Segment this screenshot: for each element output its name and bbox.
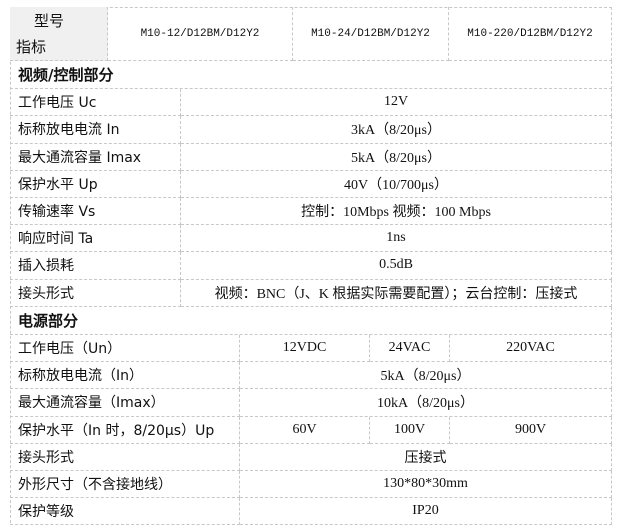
row-value: 40V（10/700μs）: [181, 170, 612, 198]
row-label: 标称放电电流（In）: [10, 362, 240, 390]
row-value: 压接式: [240, 443, 612, 471]
row-value-1: 12VDC: [240, 335, 370, 363]
row-value-1: 60V: [240, 416, 370, 444]
row-value-2: 100V: [370, 416, 450, 444]
row-label: 外形尺寸（不含接地线）: [10, 471, 240, 499]
section-title: 视频/控制部分: [10, 61, 612, 90]
row-value: 12V: [181, 89, 612, 117]
row-value: 3kA（8/20μs）: [181, 116, 612, 144]
header-model-2: M10-24/D12BM/D12Y2: [293, 7, 449, 61]
row-value-2: 24VAC: [370, 335, 450, 363]
header-model-3: M10-220/D12BM/D12Y2: [449, 7, 612, 61]
row-value: 5kA（8/20μs）: [181, 143, 612, 171]
row-label: 工作电压 Uc: [10, 89, 181, 117]
row-value: 0.5dB: [181, 252, 612, 280]
header-model-1: M10-12/D12BM/D12Y2: [108, 7, 293, 61]
row-label: 响应时间 Ta: [10, 225, 181, 253]
row-label: 保护等级: [10, 498, 240, 526]
row-label: 插入损耗: [10, 252, 181, 280]
row-value: IP20: [240, 498, 612, 526]
row-value: 视频：BNC（J、K 根据实际需要配置）；云台控制：压接式: [181, 279, 612, 307]
row-label: 保护水平 Up: [10, 170, 181, 198]
row-value: 控制：10Mbps 视频：100 Mbps: [181, 198, 612, 226]
row-value: 10kA（8/20μs）: [240, 389, 612, 417]
row-value-3: 220VAC: [450, 335, 612, 363]
row-label: 最大通流容量（Imax）: [10, 389, 240, 417]
row-label: 标称放电电流 In: [10, 116, 181, 144]
row-label: 保护水平（In 时，8/20μs）Up: [10, 416, 240, 444]
section-title: 电源部分: [10, 306, 612, 335]
header-model-label: 型号: [34, 11, 65, 30]
header-label-cell: 型号 指标: [10, 7, 108, 61]
row-label: 工作电压（Un）: [10, 335, 240, 363]
row-value: 130*80*30mm: [240, 471, 612, 499]
row-value: 5kA（8/20μs）: [240, 362, 612, 390]
row-value-3: 900V: [450, 416, 612, 444]
row-label: 最大通流容量 Imax: [10, 143, 181, 171]
row-label: 接头形式: [10, 443, 240, 471]
row-label: 传输速率 Vs: [10, 198, 181, 226]
header-spec-label: 指标: [16, 38, 47, 57]
row-label: 接头形式: [10, 279, 181, 307]
row-value: 1ns: [181, 225, 612, 253]
